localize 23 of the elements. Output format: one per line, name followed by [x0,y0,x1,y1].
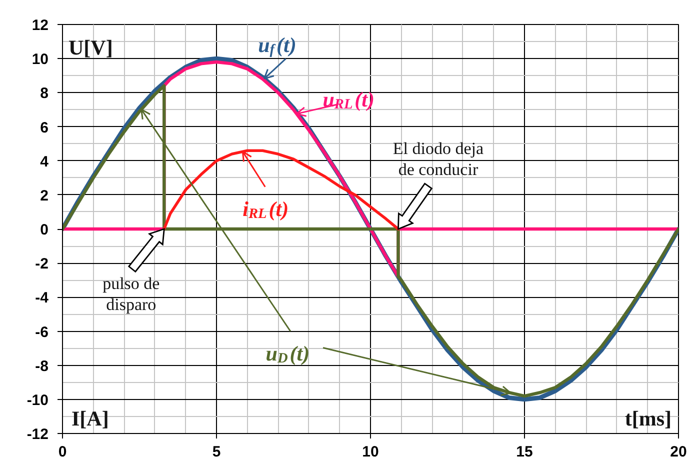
y-tick-label: -12 [26,426,49,443]
annotation: El diodo deja de conducir [392,139,484,179]
x-tick-label: 0 [58,444,67,460]
y-tick-label: -4 [35,290,50,307]
y-tick-label: -2 [35,256,49,273]
y-tick-label: -10 [26,392,49,409]
y-tick-label: -6 [35,324,49,341]
x-tick-label: 15 [516,444,533,460]
y-tick-label: 0 [40,222,48,238]
annotation: I[A] [72,406,109,430]
y-tick-label: 12 [32,17,49,34]
y-tick-label: 6 [40,119,48,136]
y-tick-label: 10 [32,51,49,68]
x-axis-title: t[ms] [624,406,672,430]
y-axis-title: U[V] [68,36,113,60]
annotation: pulso de disparo [102,274,160,314]
y-tick-label: 4 [40,153,50,170]
x-tick-label: 20 [670,444,687,460]
x-tick-label: 10 [362,444,379,460]
y-tick-label: 2 [40,187,48,204]
x-tick-label: 5 [212,444,221,460]
y-tick-label: -8 [35,358,49,375]
y-tick-label: 8 [40,85,48,102]
